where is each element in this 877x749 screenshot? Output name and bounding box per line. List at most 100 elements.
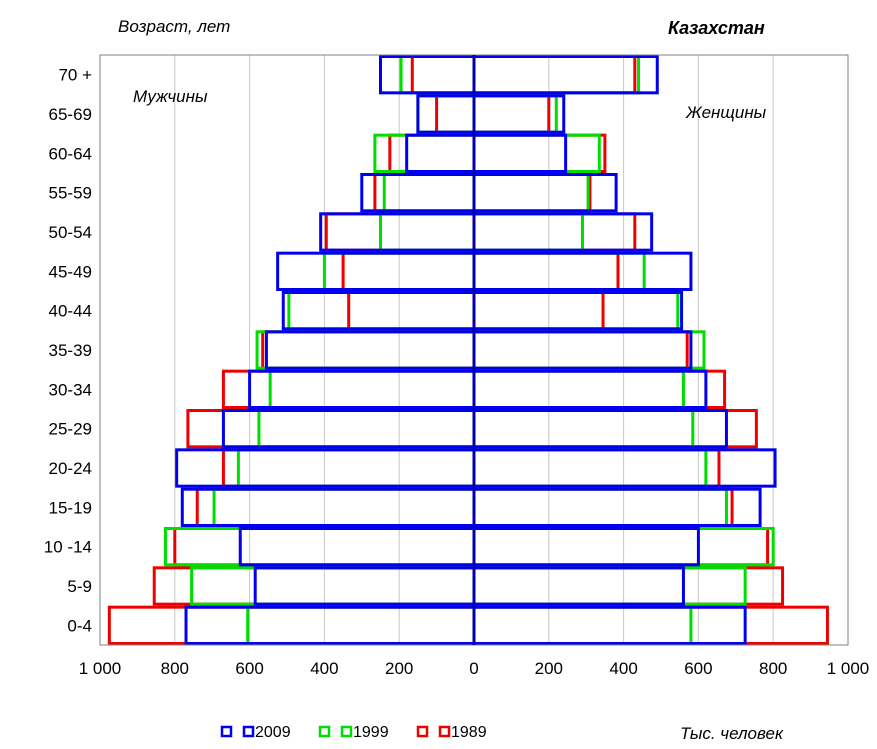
legend: 2009 1999 1989 [220, 724, 487, 741]
bar-women-2009-15-19 [472, 487, 762, 527]
bar-women-1989-25-29 [472, 409, 758, 449]
bar-men-1999-55-59 [382, 173, 476, 213]
bar-women-1999-65-69 [472, 94, 558, 134]
bar-women-1989-5-9 [472, 566, 785, 606]
bar-women-2009-45-49 [472, 251, 693, 292]
bar-men-1999-40-44 [287, 291, 476, 331]
bar-women-1999-15-19 [472, 487, 728, 527]
bar-men-1989-0-4 [107, 605, 476, 646]
y-tick-label: 10 -14 [44, 538, 92, 557]
bar-women-1999-60-64 [472, 133, 601, 174]
bar-men-1999-30-34 [268, 369, 476, 409]
legend-label-2009: 2009 [255, 724, 291, 741]
bar-men-2009-20-24 [175, 448, 476, 488]
bar-men-1989-25-29 [186, 409, 476, 449]
y-tick-label: 40-44 [49, 302, 92, 321]
y-tick-label: 35-39 [49, 341, 92, 360]
bar-men-2009-45-49 [276, 251, 476, 292]
bar-men-1999-0-4 [246, 605, 476, 646]
x-tick-label: 400 [310, 659, 338, 678]
bar-women-2009-5-9 [472, 566, 685, 606]
bar-men-1989-15-19 [195, 487, 476, 527]
bar-women-1989-10 -14 [472, 527, 770, 567]
bar-women-2009-25-29 [472, 409, 728, 449]
y-tick-label: 45-49 [49, 262, 92, 281]
bar-men-2009-15-19 [180, 487, 476, 527]
bar-men-2009-25-29 [221, 409, 476, 449]
men-label: Мужчины [133, 87, 208, 106]
bar-men-2009-65-69 [416, 94, 476, 134]
bar-men-1999-35-39 [255, 330, 476, 370]
x-tick-labels: 1 000 800 600 400 200 0 200 400 600 800 1 000 [79, 659, 870, 678]
legend-swatch-1999-b [340, 725, 353, 738]
bar-women-1999-40-44 [472, 291, 680, 331]
bar-men-2009-60-64 [405, 133, 476, 174]
legend-swatch-2009 [220, 725, 233, 738]
y-tick-label: 15-19 [49, 498, 92, 517]
legend-swatch-1989-b [438, 725, 451, 738]
bar-men-1989-70 + [410, 55, 476, 95]
y-axis-label: Возраст, лет [118, 17, 230, 36]
bar-women-1989-60-64 [472, 133, 607, 174]
bar-women-2009-55-59 [472, 173, 618, 213]
bar-women-1989-70 + [472, 55, 637, 95]
x-tick-label: 200 [535, 659, 563, 678]
bar-women-1989-30-34 [472, 369, 727, 409]
bar-men-2009-35-39 [264, 330, 476, 370]
bar-men-1999-65-69 [416, 94, 476, 134]
legend-label-1999: 1999 [353, 724, 389, 741]
bar-women-2009-0-4 [472, 605, 747, 646]
bar-women-1999-50-54 [472, 212, 584, 252]
bar-women-2009-70 + [472, 55, 659, 95]
bar-men-2009-5-9 [253, 566, 476, 606]
bar-women-1999-0-4 [472, 605, 693, 646]
x-tick-label: 0 [469, 659, 478, 678]
y-tick-label: 30-34 [49, 380, 92, 399]
bar-women-1999-55-59 [472, 173, 590, 213]
legend-label-1989: 1989 [451, 724, 487, 741]
bar-women-2009-50-54 [472, 212, 654, 252]
bar-women-1999-25-29 [472, 409, 695, 449]
bar-women-1999-5-9 [472, 566, 747, 606]
bar-men-1999-15-19 [212, 487, 476, 527]
x-tick-label: 600 [684, 659, 712, 678]
bar-men-2009-10 -14 [238, 527, 476, 567]
bar-men-1989-65-69 [435, 94, 476, 134]
bar-men-1999-20-24 [236, 448, 476, 488]
bar-women-1989-20-24 [472, 448, 721, 488]
bar-women-1999-20-24 [472, 448, 708, 488]
bar-men-1989-50-54 [324, 212, 476, 252]
legend-swatch-1999 [318, 725, 331, 738]
y-tick-label: 55-59 [49, 184, 92, 203]
bar-women-2009-20-24 [472, 448, 777, 488]
bar-women-1989-40-44 [472, 291, 605, 331]
bar-men-1999-25-29 [257, 409, 476, 449]
bar-women-2009-40-44 [472, 291, 684, 331]
bar-women-1999-30-34 [472, 369, 685, 409]
bar-women-2009-35-39 [472, 330, 693, 370]
y-tick-label: 25-29 [49, 420, 92, 439]
bar-men-1989-35-39 [261, 330, 476, 370]
bar-women-2009-60-64 [472, 133, 568, 174]
x-tick-label: 1 000 [827, 659, 870, 678]
bar-men-2009-70 + [379, 55, 476, 95]
bar-women-1989-50-54 [472, 212, 637, 252]
women-label: Женщины [685, 103, 767, 122]
y-tick-label: 5-9 [67, 577, 92, 596]
x-tick-label: 200 [385, 659, 413, 678]
bar-men-2009-30-34 [248, 369, 476, 409]
chart-title: Казахстан [668, 18, 765, 38]
bar-men-1999-10 -14 [163, 527, 476, 567]
bar-women-1999-35-39 [472, 330, 706, 370]
bars [107, 55, 829, 646]
bar-women-1989-45-49 [472, 251, 620, 292]
y-tick-label: 0-4 [67, 616, 92, 635]
bar-women-2009-10 -14 [472, 527, 700, 567]
bar-men-1989-30-34 [221, 369, 476, 409]
x-tick-label: 800 [161, 659, 189, 678]
bar-men-2009-50-54 [319, 212, 476, 252]
x-tick-label: 600 [235, 659, 263, 678]
x-tick-label: 400 [609, 659, 637, 678]
bar-men-1989-20-24 [221, 448, 476, 488]
bar-men-1989-40-44 [347, 291, 476, 331]
